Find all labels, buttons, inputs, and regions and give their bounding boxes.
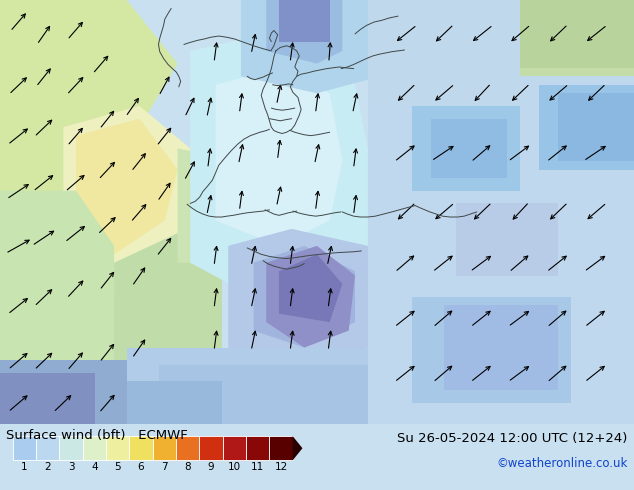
Polygon shape <box>76 119 178 254</box>
Polygon shape <box>95 381 222 424</box>
Text: 1: 1 <box>21 462 28 472</box>
Text: 8: 8 <box>184 462 191 472</box>
Text: 4: 4 <box>91 462 98 472</box>
Polygon shape <box>456 203 558 275</box>
Polygon shape <box>266 0 342 64</box>
Polygon shape <box>520 0 634 68</box>
Polygon shape <box>178 148 266 263</box>
Polygon shape <box>0 191 114 424</box>
Bar <box>176 436 199 461</box>
Text: 3: 3 <box>68 462 74 472</box>
Bar <box>82 436 106 461</box>
Polygon shape <box>0 360 127 424</box>
Polygon shape <box>431 119 507 178</box>
Polygon shape <box>266 246 355 347</box>
Polygon shape <box>63 106 203 297</box>
Polygon shape <box>507 0 634 76</box>
Polygon shape <box>279 254 342 322</box>
Polygon shape <box>444 305 558 390</box>
Text: 5: 5 <box>114 462 121 472</box>
Polygon shape <box>368 0 634 424</box>
Polygon shape <box>279 0 330 43</box>
Polygon shape <box>0 0 178 212</box>
Bar <box>36 436 60 461</box>
Bar <box>106 436 129 461</box>
Bar <box>246 436 269 461</box>
Bar <box>269 436 293 461</box>
Polygon shape <box>368 0 520 106</box>
Bar <box>60 436 82 461</box>
Text: 11: 11 <box>251 462 264 472</box>
Polygon shape <box>558 93 634 161</box>
Polygon shape <box>241 0 380 93</box>
Text: 7: 7 <box>161 462 167 472</box>
Text: 2: 2 <box>44 462 51 472</box>
Polygon shape <box>190 34 368 297</box>
Text: Surface wind (bft)   ECMWF: Surface wind (bft) ECMWF <box>6 429 188 441</box>
Bar <box>223 436 246 461</box>
Polygon shape <box>114 233 222 424</box>
Polygon shape <box>412 297 571 403</box>
Text: 10: 10 <box>228 462 241 472</box>
Bar <box>153 436 176 461</box>
Polygon shape <box>254 246 355 347</box>
Polygon shape <box>0 373 95 424</box>
Polygon shape <box>228 229 380 365</box>
Bar <box>129 436 153 461</box>
Polygon shape <box>127 347 444 424</box>
Text: ©weatheronline.co.uk: ©weatheronline.co.uk <box>496 457 628 470</box>
Text: 6: 6 <box>138 462 145 472</box>
Bar <box>199 436 223 461</box>
Bar <box>13 436 36 461</box>
Text: Su 26-05-2024 12:00 UTC (12+24): Su 26-05-2024 12:00 UTC (12+24) <box>398 432 628 445</box>
Polygon shape <box>158 365 412 424</box>
Text: 12: 12 <box>275 462 288 472</box>
Polygon shape <box>412 106 520 191</box>
Polygon shape <box>539 85 634 170</box>
Polygon shape <box>216 68 342 246</box>
Text: 9: 9 <box>208 462 214 472</box>
Polygon shape <box>293 436 302 461</box>
